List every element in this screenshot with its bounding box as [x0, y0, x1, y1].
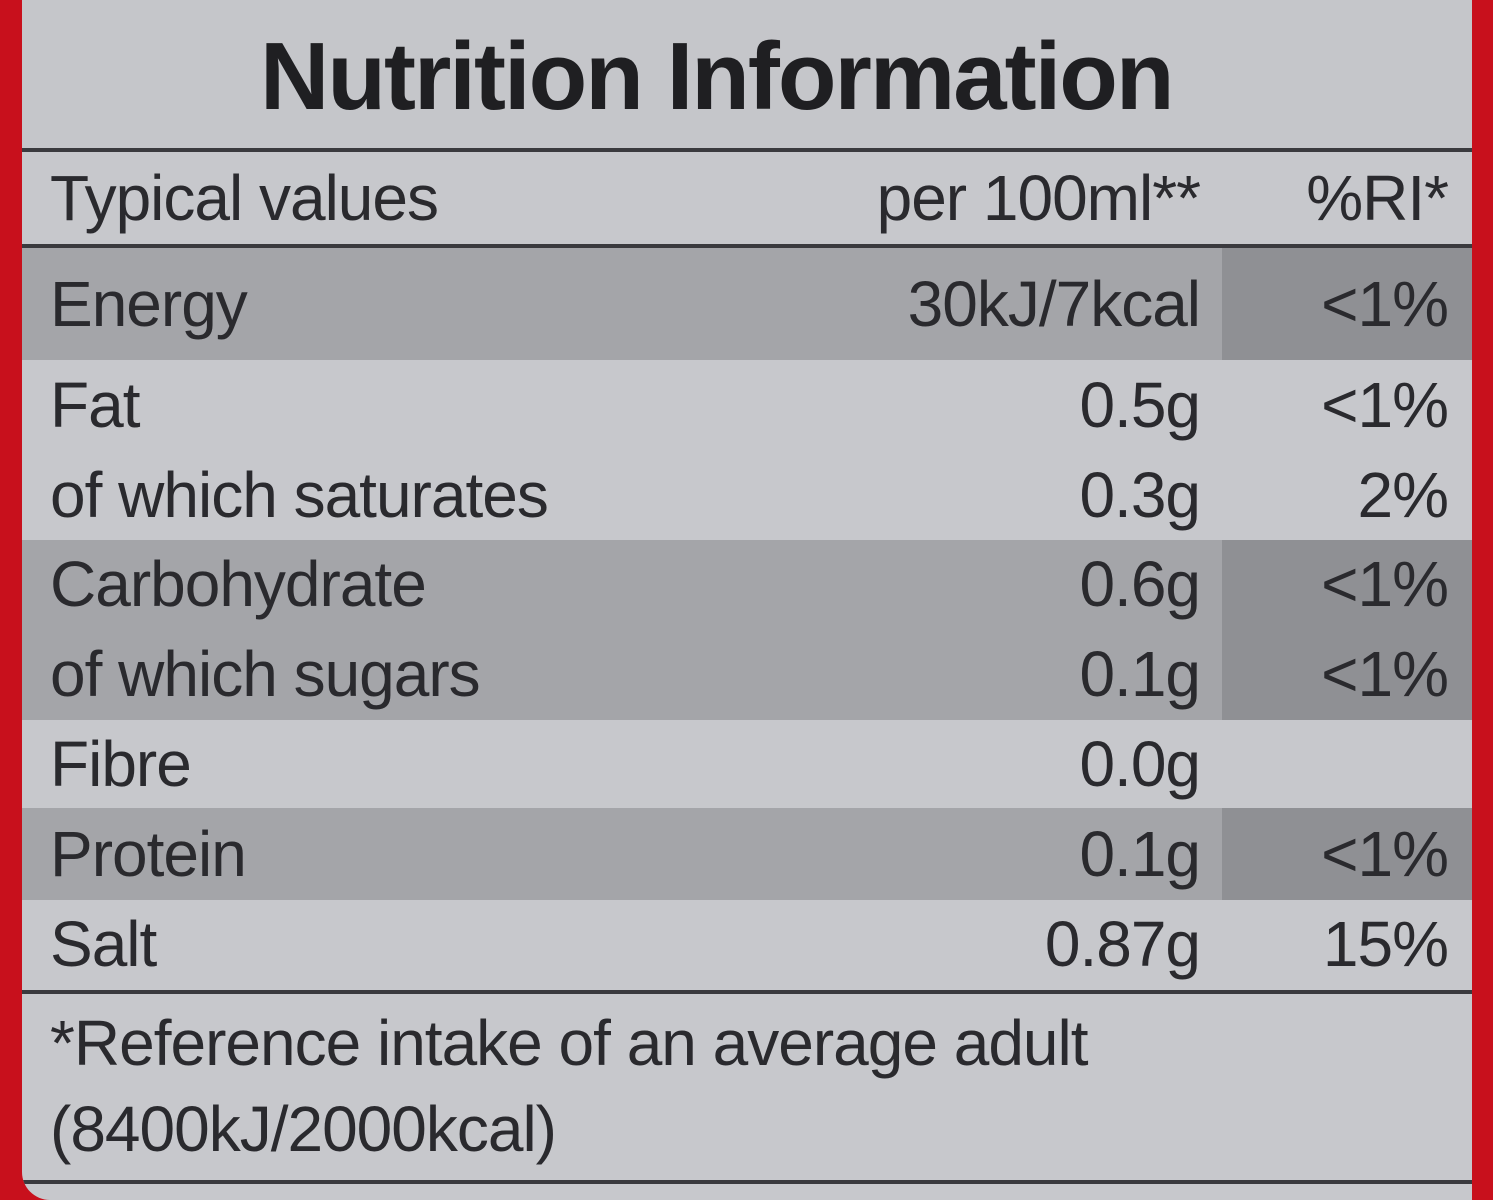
header-typical-values: Typical values: [50, 162, 439, 234]
row-ri: 2%: [1357, 459, 1449, 531]
row-value: 0.5g: [1079, 369, 1201, 441]
row-ri-cell: <1%: [1222, 540, 1472, 628]
header-ri: %RI*: [1306, 162, 1449, 234]
footnote-line-2: (8400kJ/2000kcal): [50, 1093, 557, 1165]
row-ri-cell: <1%: [1222, 628, 1472, 720]
row-ri: <1%: [1321, 369, 1449, 441]
footnote-line-1: *Reference intake of an average adult: [50, 1007, 1088, 1079]
table-bottom-rule: [22, 990, 1472, 994]
row-label: Salt: [50, 908, 157, 980]
row-ri-cell: <1%: [1222, 808, 1472, 900]
row-label: Protein: [50, 818, 247, 890]
table-row-protein: Protein 0.1g <1%: [22, 808, 1472, 900]
table-row-salt: Salt 0.87g 15%: [22, 900, 1472, 988]
table-row-fat: Fat 0.5g <1%: [22, 360, 1472, 450]
table-row-energy: Energy 30kJ/7kcal <1%: [22, 248, 1472, 360]
row-ri-cell: <1%: [1222, 248, 1472, 360]
header-per-100ml: per 100ml**: [876, 162, 1201, 234]
row-label: Energy: [50, 268, 248, 340]
row-ri: 15%: [1322, 908, 1449, 980]
row-ri-cell: [1222, 720, 1472, 808]
table-row-carbohydrate: Carbohydrate 0.6g <1%: [22, 540, 1472, 628]
title-bar: Nutrition Information: [22, 0, 1472, 152]
page-title: Nutrition Information: [260, 23, 1175, 130]
row-value: 0.3g: [1079, 459, 1201, 531]
table-row-fibre: Fibre 0.0g: [22, 720, 1472, 808]
row-ri-cell: <1%: [1222, 360, 1472, 450]
footnote-bottom-rule: [22, 1180, 1472, 1184]
row-label: of which saturates: [50, 459, 549, 531]
row-ri-cell: 2%: [1222, 450, 1472, 540]
row-label: Fat: [50, 369, 140, 441]
row-ri: <1%: [1321, 268, 1449, 340]
row-value: 0.0g: [1079, 728, 1201, 800]
row-ri: <1%: [1321, 548, 1449, 620]
footnote: *Reference intake of an average adult (8…: [50, 1000, 1088, 1172]
table-row-saturates: of which saturates 0.3g 2%: [22, 450, 1472, 540]
row-value: 0.1g: [1079, 638, 1201, 710]
table-row-sugars: of which sugars 0.1g <1%: [22, 628, 1472, 720]
nutrition-panel: Nutrition Information Typical values per…: [22, 0, 1472, 1200]
row-label: of which sugars: [50, 638, 481, 710]
row-value: 0.1g: [1079, 818, 1201, 890]
row-label: Fibre: [50, 728, 192, 800]
row-ri: <1%: [1321, 638, 1449, 710]
row-ri: <1%: [1321, 818, 1449, 890]
row-value: 30kJ/7kcal: [907, 268, 1201, 340]
row-label: Carbohydrate: [50, 548, 427, 620]
row-value: 0.87g: [1044, 908, 1201, 980]
row-ri-cell: 15%: [1222, 900, 1472, 988]
table-header-row: Typical values per 100ml** %RI*: [22, 152, 1472, 248]
row-value: 0.6g: [1079, 548, 1201, 620]
header-ri-cell: %RI*: [1222, 152, 1472, 244]
